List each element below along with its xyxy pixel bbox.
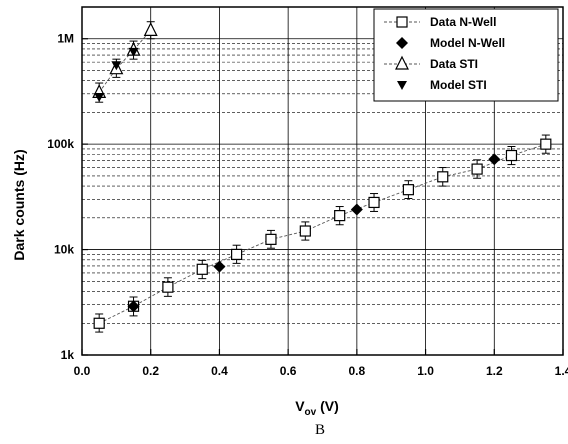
series-data-n-well xyxy=(93,134,552,333)
data-point xyxy=(488,153,501,166)
y-tick-label: 10k xyxy=(54,243,74,257)
data-point xyxy=(540,138,552,150)
data-point xyxy=(128,47,139,57)
x-tick-label: 0.8 xyxy=(349,364,366,378)
data-point xyxy=(231,248,243,261)
data-point xyxy=(505,149,518,162)
legend-marker xyxy=(396,37,408,49)
data-point xyxy=(402,184,414,196)
data-point xyxy=(368,196,380,209)
data-point xyxy=(471,163,483,175)
x-tick-label: 0.4 xyxy=(211,364,228,378)
data-point xyxy=(143,22,158,36)
x-tick-label: 1.4 xyxy=(555,364,568,378)
legend-marker xyxy=(395,55,409,70)
data-point xyxy=(299,225,311,237)
legend-item: Data N-Well xyxy=(384,15,496,29)
plot-border xyxy=(81,6,564,356)
x-axis-label: Vov (V) xyxy=(295,398,339,418)
legend-marker xyxy=(397,81,407,90)
legend-label: Model N-Well xyxy=(430,36,505,50)
x-tick-label: 0.0 xyxy=(74,364,91,378)
y-axis-label: Dark counts (Hz) xyxy=(11,149,27,260)
data-point xyxy=(94,93,105,103)
legend-item: Model N-Well xyxy=(396,36,505,50)
x-axis-label-main: V xyxy=(295,398,305,414)
figure-caption: B xyxy=(315,422,325,438)
legend: Data N-Well Model N-Well Data STI Model STI xyxy=(373,8,559,102)
data-point xyxy=(265,233,277,245)
data-point xyxy=(350,203,363,216)
data-point xyxy=(196,263,208,275)
y-tick-label: 100k xyxy=(47,137,74,151)
series-model-sti xyxy=(94,47,139,103)
data-point xyxy=(111,61,122,71)
data-point xyxy=(127,300,140,313)
x-tick-label: 1.0 xyxy=(417,364,434,378)
legend-label: Data STI xyxy=(430,57,478,71)
legend-item: Model STI xyxy=(397,78,487,92)
legend-marker xyxy=(396,16,408,28)
y-tick-label: 1k xyxy=(61,348,75,362)
data-point xyxy=(93,317,105,329)
plot-frame xyxy=(81,6,564,356)
y-tick-label: 1M xyxy=(57,32,74,46)
x-axis-label-sub: ov xyxy=(305,407,317,418)
data-point xyxy=(437,171,449,183)
x-tick-label: 0.6 xyxy=(280,364,297,378)
data-point xyxy=(162,281,174,293)
series-layer xyxy=(92,21,552,333)
data-point xyxy=(334,210,346,222)
series-model-n-well xyxy=(127,153,501,313)
x-tick-label: 0.2 xyxy=(142,364,159,378)
legend-item: Data STI xyxy=(384,55,478,71)
tick-labels: 0.0 0.2 0.4 0.6 0.8 1.0 1.2 1.4 1k 10k 100k 1M xyxy=(47,32,568,378)
x-tick-label: 1.2 xyxy=(486,364,503,378)
x-axis-label-unit: (V) xyxy=(316,398,339,414)
legend-label: Data N-Well xyxy=(430,15,496,29)
series-line xyxy=(98,143,546,324)
series-line xyxy=(98,30,152,93)
data-point xyxy=(213,260,226,273)
legend-label: Model STI xyxy=(430,78,487,92)
